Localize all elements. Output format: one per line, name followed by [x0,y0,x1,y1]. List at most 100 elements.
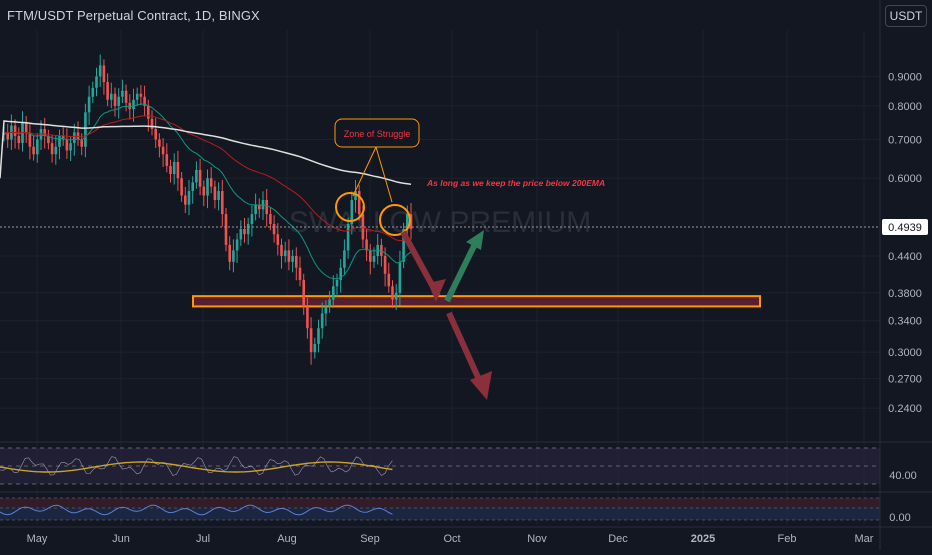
candle[interactable] [110,82,113,109]
candle[interactable] [335,273,339,297]
candle[interactable] [21,111,24,152]
candle[interactable] [235,233,239,263]
candle[interactable] [172,153,176,185]
candle[interactable] [306,297,309,339]
candle[interactable] [202,180,206,207]
candle[interactable] [213,180,217,209]
candle[interactable] [191,176,194,204]
candle[interactable] [36,133,39,163]
oscillator-pane[interactable]: 0.00 [0,497,911,524]
candle[interactable] [283,241,287,263]
candle[interactable] [132,88,135,122]
candle[interactable] [298,256,302,287]
candle[interactable] [295,247,298,281]
candle[interactable] [154,117,157,148]
candle[interactable] [217,182,220,211]
candle[interactable] [209,167,213,194]
candle[interactable] [91,81,95,104]
candle[interactable] [161,138,165,167]
candle[interactable] [409,203,413,240]
candle[interactable] [106,73,109,107]
candle[interactable] [135,87,139,107]
candle[interactable] [258,198,261,218]
candle[interactable] [391,280,394,308]
candle[interactable] [6,123,9,148]
candle[interactable] [143,85,146,117]
candle[interactable] [195,161,198,189]
candle[interactable] [43,117,46,149]
candle[interactable] [365,228,368,261]
candle[interactable] [221,180,224,227]
candle[interactable] [254,193,257,221]
candle[interactable] [228,236,231,271]
candle[interactable] [343,239,346,275]
candle[interactable] [28,123,32,160]
time-axis[interactable]: May Jun Jul Aug Sep Oct Nov Dec 2025 Feb Mar [27,533,874,545]
candle[interactable] [387,262,391,293]
candle[interactable] [117,88,120,119]
candle[interactable] [380,238,383,267]
candle[interactable] [250,205,254,237]
candle[interactable] [394,284,398,311]
candle[interactable] [239,220,243,246]
candle[interactable] [124,84,128,112]
candle[interactable] [346,217,350,259]
candle[interactable] [402,222,405,269]
candle[interactable] [158,133,161,158]
candle[interactable] [332,275,335,308]
candle[interactable] [176,150,180,191]
candle[interactable] [13,119,17,149]
rsi-pane[interactable]: 40.00 [0,447,917,485]
candle[interactable] [169,159,172,183]
candle[interactable] [324,300,328,327]
candle[interactable] [206,169,209,209]
candle[interactable] [47,129,50,150]
candle[interactable] [17,127,21,150]
candle[interactable] [291,249,294,273]
candle[interactable] [150,110,154,136]
candle[interactable] [54,135,58,165]
candle[interactable] [357,184,361,221]
candle[interactable] [317,319,320,353]
candle[interactable] [73,123,76,156]
candle[interactable] [32,135,35,161]
candle[interactable] [328,290,331,313]
candle[interactable] [398,250,402,306]
candle[interactable] [95,67,98,97]
candle[interactable] [102,59,106,95]
candle[interactable] [246,217,250,245]
price-axis[interactable]: 0.9000 0.8000 0.7000 0.6000 0.4939 0.4400 0.38… [882,71,928,415]
candle[interactable] [280,238,283,269]
candle[interactable] [69,136,72,161]
candle[interactable] [58,129,61,160]
candle[interactable] [187,180,191,216]
candle[interactable] [276,223,280,256]
candle[interactable] [265,188,268,227]
candle[interactable] [287,239,291,271]
candle[interactable] [350,191,354,235]
currency-button[interactable]: USDT [885,5,927,27]
candle[interactable] [184,186,187,214]
candle[interactable] [313,337,317,359]
candle[interactable] [61,127,65,146]
candle[interactable] [24,115,28,143]
candle[interactable] [165,143,169,173]
candle[interactable] [354,180,357,213]
candle[interactable] [113,87,117,117]
candle[interactable] [369,244,372,275]
candle[interactable] [272,215,276,243]
candle[interactable] [269,207,272,231]
candle[interactable] [139,85,143,106]
candle[interactable] [320,302,324,339]
candle[interactable] [121,79,124,104]
candle[interactable] [309,317,313,365]
candle[interactable] [339,259,342,293]
candle[interactable] [87,85,91,125]
candle[interactable] [383,247,387,287]
candle[interactable] [180,171,183,202]
candle[interactable] [50,134,54,163]
candle[interactable] [98,54,102,87]
candles[interactable] [2,54,413,365]
